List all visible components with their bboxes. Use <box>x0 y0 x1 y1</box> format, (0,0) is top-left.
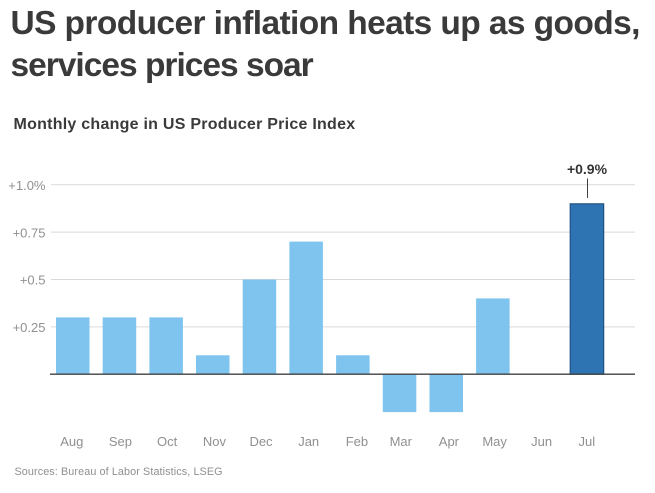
svg-text:Nov: Nov <box>203 434 227 449</box>
svg-text:Aug: Aug <box>60 434 83 449</box>
svg-text:+0.75: +0.75 <box>13 225 46 240</box>
svg-text:+0.9%: +0.9% <box>567 161 608 177</box>
svg-text:Oct: Oct <box>157 434 178 449</box>
svg-text:+1.0%: +1.0% <box>8 178 46 193</box>
svg-text:Jun: Jun <box>531 434 552 449</box>
svg-text:Jan: Jan <box>298 434 319 449</box>
svg-text:+0.5: +0.5 <box>20 273 46 288</box>
svg-text:Sep: Sep <box>109 434 132 449</box>
svg-text:+0.25: +0.25 <box>13 320 46 335</box>
svg-text:Jul: Jul <box>578 434 595 449</box>
svg-text:May: May <box>482 434 507 449</box>
svg-text:Feb: Feb <box>346 434 368 449</box>
svg-text:Apr: Apr <box>439 434 460 449</box>
svg-text:Mar: Mar <box>390 434 413 449</box>
svg-text:Dec: Dec <box>249 434 273 449</box>
